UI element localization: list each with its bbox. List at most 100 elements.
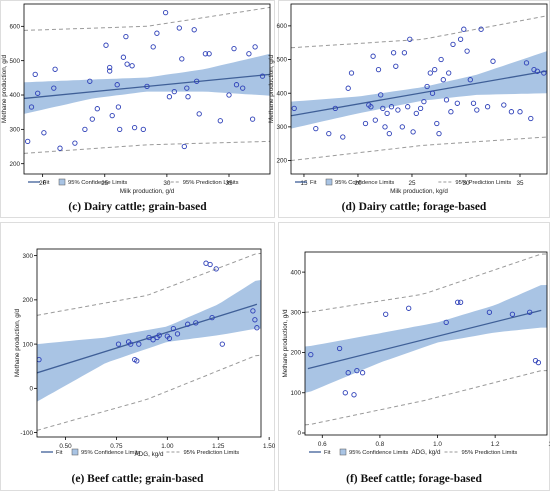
x-tick-label: 0.75 <box>110 443 123 450</box>
data-point <box>528 115 534 122</box>
y-tick-label: 400 <box>290 269 301 276</box>
data-point <box>413 110 419 117</box>
plot-area <box>291 15 547 161</box>
data-point <box>259 73 266 79</box>
data-point <box>401 50 408 56</box>
data-point <box>28 104 35 110</box>
legend-fit-label: Fit <box>324 450 331 456</box>
x-tick-label: 25 <box>408 180 416 187</box>
plot-area <box>24 6 270 154</box>
legend-confidence-swatch <box>58 178 66 186</box>
data-point <box>209 314 215 321</box>
panel-dairy-grain: 20 25 30 35 200 300 400 500 600 Milk production, … <box>0 0 275 218</box>
panel-caption: (c) Dairy cattle; grain-based <box>68 201 207 213</box>
data-point <box>41 130 47 136</box>
legend-fit-label: Fit <box>310 180 317 186</box>
data-point <box>82 126 88 133</box>
legend-confidence-label: 95% Confidence Limits <box>335 180 394 186</box>
data-point <box>202 51 209 57</box>
data-point <box>240 85 246 91</box>
x-tick-label: 25 <box>101 180 109 187</box>
data-point <box>123 33 129 40</box>
data-point <box>380 105 386 112</box>
x-tick-label: 35 <box>516 180 524 187</box>
prediction-limit-lower <box>37 354 261 431</box>
data-point <box>478 26 484 32</box>
data-point <box>461 26 467 32</box>
y-tick-label: 600 <box>9 24 20 31</box>
panel-border <box>0 0 275 218</box>
plot-frame <box>36 248 262 438</box>
data-point <box>399 124 405 130</box>
data-point <box>52 66 58 72</box>
data-point <box>436 130 442 137</box>
data-point <box>57 145 63 151</box>
data-point <box>370 53 376 59</box>
prediction-limit-lower <box>305 370 547 426</box>
data-point <box>470 100 477 106</box>
data-point <box>410 129 416 135</box>
data-point <box>217 118 223 124</box>
y-tick-label: 400 <box>9 92 20 99</box>
data-point <box>308 351 314 358</box>
data-point <box>332 105 338 112</box>
y-axis-label: Methane production, g/d <box>268 55 275 123</box>
fit-line <box>291 70 547 117</box>
data-point <box>517 109 523 115</box>
data-point <box>486 309 493 315</box>
data-point <box>254 325 260 331</box>
plot-frame <box>23 3 271 175</box>
data-point <box>375 66 382 73</box>
data-point <box>206 51 212 57</box>
y-tick-label: 0 <box>297 430 301 437</box>
y-tick-label: 300 <box>9 127 20 134</box>
data-point <box>424 83 430 90</box>
prediction-limit-upper <box>291 15 547 49</box>
data-point <box>342 390 348 396</box>
legend-confidence-swatch <box>325 178 333 186</box>
data-point <box>345 370 351 376</box>
data-point <box>434 120 440 127</box>
data-point <box>35 90 41 96</box>
data-point <box>89 116 95 122</box>
data-point <box>457 299 464 305</box>
plot-area <box>305 253 547 426</box>
data-point <box>484 104 491 110</box>
panel-beef-grain: 0.50 0.75 1.00 1.25 1.50 -100 0 100 200 300 ADG, k… <box>0 222 276 491</box>
data-point <box>191 27 197 33</box>
data-point <box>115 104 122 110</box>
data-point <box>474 107 480 113</box>
data-point <box>246 51 252 57</box>
data-point <box>382 124 388 130</box>
y-tick-label: 200 <box>290 350 301 357</box>
data-point <box>467 77 473 83</box>
y-tick-label: 200 <box>22 297 33 304</box>
data-point <box>291 105 297 112</box>
data-point <box>508 109 515 115</box>
x-tick-label: 1.4 <box>548 441 550 448</box>
data-point <box>252 317 258 323</box>
data-point <box>535 359 542 366</box>
x-tick-label: 1.00 <box>161 443 174 450</box>
x-axis-label: ADG, kg/d <box>411 449 441 456</box>
data-point <box>348 70 355 76</box>
data-point <box>128 341 134 347</box>
y-axis-label: Methane production, g/d <box>14 309 21 377</box>
x-tick-label: 35 <box>225 180 233 187</box>
data-point <box>450 41 456 48</box>
data-point <box>154 30 160 36</box>
data-point <box>464 48 470 54</box>
data-point <box>388 104 395 110</box>
panel-beef-forage: 0.6 0.8 1.0 1.2 1.4 0 100 200 300 400 ADG, kg/d Met… <box>278 222 550 491</box>
data-point <box>194 78 200 84</box>
plot-area <box>37 252 261 431</box>
data-point <box>162 9 169 16</box>
legend-prediction-label: 95% Prediction Limits <box>183 180 239 186</box>
x-tick-label: 0.6 <box>318 441 327 448</box>
data-point <box>326 130 332 137</box>
data-point <box>72 140 78 146</box>
y-tick-label: 500 <box>9 58 20 65</box>
data-point <box>359 370 366 376</box>
data-point <box>340 134 346 140</box>
data-point <box>407 36 413 42</box>
